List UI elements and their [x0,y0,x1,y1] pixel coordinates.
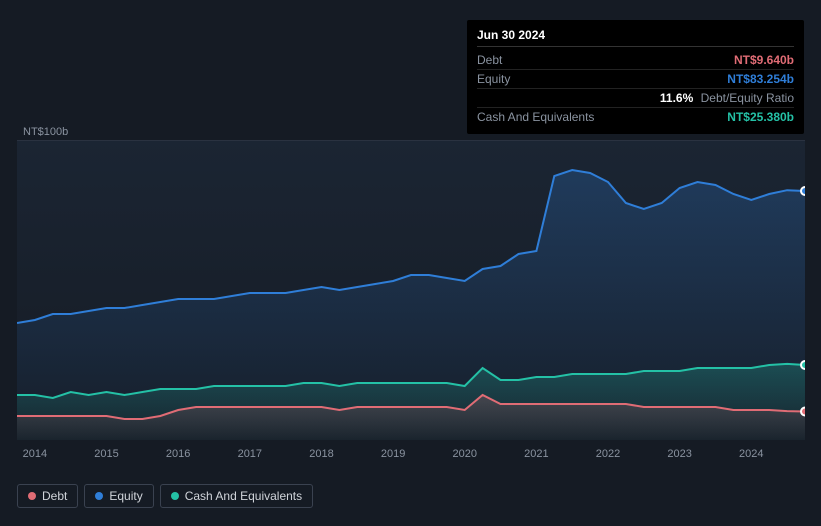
x-tick-2024: 2024 [739,448,763,460]
legend-item-debt[interactable]: Debt [17,484,78,508]
tooltip-value-debt: NT$9.640b [734,53,794,67]
legend-item-cash[interactable]: Cash And Equivalents [160,484,313,508]
legend-label-cash: Cash And Equivalents [185,489,302,503]
legend: Debt Equity Cash And Equivalents [17,484,313,508]
y-axis-label-top: NT$100b [23,126,68,138]
tooltip-value-cash: NT$25.380b [727,110,794,124]
debt-dot-icon [28,492,36,500]
x-tick-2019: 2019 [381,448,405,460]
x-tick-2017: 2017 [238,448,262,460]
chart-plot-area[interactable] [17,140,805,440]
cash-dot-icon [171,492,179,500]
legend-label-equity: Equity [109,489,142,503]
legend-label-debt: Debt [42,489,67,503]
marker-debt [801,408,805,416]
tooltip-value-equity: NT$83.254b [727,72,794,86]
tooltip-date: Jun 30 2024 [477,28,794,47]
x-tick-2018: 2018 [309,448,333,460]
tooltip-row-equity: Equity NT$83.254b [477,70,794,89]
tooltip-label-cash: Cash And Equivalents [477,110,594,124]
tooltip-ratio-label: Debt/Equity Ratio [701,91,794,105]
marker-equity [801,187,805,195]
chart-svg [17,140,805,440]
x-tick-2014: 2014 [23,448,47,460]
x-tick-2023: 2023 [667,448,691,460]
x-tick-2015: 2015 [94,448,118,460]
x-tick-2021: 2021 [524,448,548,460]
tooltip-ratio-value: 11.6% [660,91,693,105]
marker-cash [801,361,805,369]
x-tick-2020: 2020 [452,448,476,460]
tooltip-row-ratio: 11.6% Debt/Equity Ratio [477,89,794,108]
tooltip-row-cash: Cash And Equivalents NT$25.380b [477,108,794,126]
tooltip-label-debt: Debt [477,53,502,67]
legend-item-equity[interactable]: Equity [84,484,153,508]
tooltip-label-equity: Equity [477,72,510,86]
x-axis: 2014 2015 2016 2017 2018 2019 2020 2021 2022 2023… [17,448,805,468]
x-tick-2022: 2022 [596,448,620,460]
tooltip-row-debt: Debt NT$9.640b [477,51,794,70]
x-tick-2016: 2016 [166,448,190,460]
tooltip: Jun 30 2024 Debt NT$9.640b Equity NT$83.… [467,20,804,134]
equity-dot-icon [95,492,103,500]
